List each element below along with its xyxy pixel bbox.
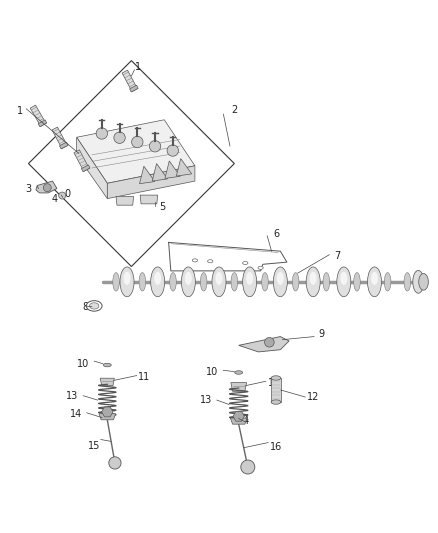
Text: 15: 15 [88, 441, 100, 451]
Ellipse shape [124, 272, 131, 285]
Ellipse shape [151, 267, 165, 297]
Circle shape [167, 145, 178, 156]
Text: 11: 11 [268, 377, 280, 387]
Text: 13: 13 [200, 395, 212, 405]
Ellipse shape [323, 273, 330, 291]
Polygon shape [152, 164, 167, 181]
Ellipse shape [367, 267, 381, 297]
Ellipse shape [419, 273, 428, 290]
Polygon shape [77, 138, 107, 199]
Polygon shape [30, 105, 46, 126]
Text: 7: 7 [334, 251, 340, 261]
Polygon shape [116, 197, 134, 205]
Ellipse shape [413, 270, 424, 293]
Ellipse shape [293, 273, 299, 291]
Polygon shape [99, 414, 116, 420]
Ellipse shape [185, 272, 192, 285]
Ellipse shape [243, 267, 257, 297]
Polygon shape [77, 120, 195, 183]
Polygon shape [165, 161, 180, 179]
Ellipse shape [208, 260, 213, 263]
Ellipse shape [212, 267, 226, 297]
Text: 11: 11 [138, 372, 151, 382]
Text: 13: 13 [66, 391, 78, 401]
Ellipse shape [273, 267, 287, 297]
Circle shape [59, 192, 66, 199]
Ellipse shape [261, 273, 268, 291]
Polygon shape [81, 165, 90, 172]
Text: 9: 9 [319, 329, 325, 340]
Polygon shape [230, 418, 247, 424]
Circle shape [114, 132, 125, 143]
Text: 12: 12 [307, 392, 319, 402]
Ellipse shape [181, 267, 195, 297]
Ellipse shape [170, 273, 176, 291]
Polygon shape [36, 181, 57, 193]
Text: 3: 3 [25, 183, 32, 193]
Ellipse shape [235, 371, 243, 374]
Ellipse shape [306, 267, 320, 297]
Circle shape [96, 128, 107, 139]
Text: 10: 10 [206, 367, 219, 377]
Ellipse shape [337, 267, 351, 297]
Text: 16: 16 [270, 442, 282, 452]
Ellipse shape [215, 272, 223, 285]
Polygon shape [139, 166, 155, 184]
Polygon shape [271, 378, 281, 402]
Ellipse shape [243, 262, 248, 264]
Polygon shape [177, 159, 192, 176]
Ellipse shape [113, 273, 119, 291]
Ellipse shape [258, 266, 263, 269]
Ellipse shape [86, 301, 102, 311]
Ellipse shape [310, 272, 317, 285]
Polygon shape [239, 336, 289, 352]
Ellipse shape [371, 272, 378, 285]
Ellipse shape [271, 376, 281, 380]
Polygon shape [107, 166, 195, 199]
Ellipse shape [103, 364, 111, 367]
Circle shape [131, 136, 143, 148]
Ellipse shape [201, 273, 207, 291]
Text: 6: 6 [273, 229, 279, 239]
Ellipse shape [384, 273, 391, 291]
Polygon shape [52, 127, 67, 149]
Ellipse shape [277, 272, 284, 285]
Polygon shape [38, 120, 47, 127]
Ellipse shape [139, 273, 145, 291]
Ellipse shape [404, 273, 411, 291]
Ellipse shape [271, 400, 281, 404]
Polygon shape [130, 85, 138, 92]
Ellipse shape [154, 272, 161, 285]
Ellipse shape [340, 272, 347, 285]
Polygon shape [122, 70, 138, 92]
Ellipse shape [353, 273, 360, 291]
Ellipse shape [192, 259, 198, 262]
Circle shape [149, 141, 161, 152]
Polygon shape [74, 150, 89, 171]
Ellipse shape [246, 272, 253, 285]
Text: 1: 1 [17, 106, 23, 116]
Circle shape [109, 457, 121, 469]
Text: 5: 5 [159, 203, 165, 212]
Text: 10: 10 [77, 359, 89, 369]
Text: 14: 14 [70, 409, 82, 419]
Polygon shape [140, 195, 158, 204]
Text: 4: 4 [52, 193, 58, 204]
Circle shape [241, 460, 255, 474]
Text: 14: 14 [238, 416, 250, 426]
Circle shape [265, 337, 274, 347]
Ellipse shape [231, 273, 237, 291]
Text: 2: 2 [231, 104, 237, 115]
Ellipse shape [120, 267, 134, 297]
Circle shape [43, 184, 51, 191]
Polygon shape [231, 383, 247, 391]
Text: 0: 0 [64, 189, 70, 199]
Ellipse shape [89, 303, 99, 309]
Polygon shape [100, 378, 114, 386]
Polygon shape [60, 142, 68, 149]
Text: 8: 8 [82, 302, 88, 312]
Text: 1: 1 [135, 62, 141, 72]
